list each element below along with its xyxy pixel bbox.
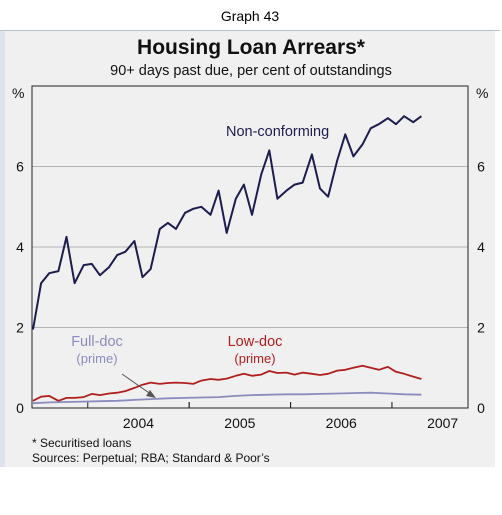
x-tick-label-2005: 2005 bbox=[224, 415, 255, 431]
x-tick-label-2004: 2004 bbox=[123, 415, 154, 431]
y-tick-left-6: 6 bbox=[16, 159, 24, 175]
y-unit-right: % bbox=[476, 85, 488, 101]
full-doc-pointer-line bbox=[121, 373, 153, 396]
y-tick-right-6: 6 bbox=[477, 159, 485, 175]
full-doc-pointer-arrowhead bbox=[146, 390, 156, 398]
y-tick-left-0: 0 bbox=[16, 400, 24, 416]
y-tick-right-2: 2 bbox=[477, 320, 485, 336]
chart-title: Housing Loan Arrears* bbox=[137, 36, 365, 59]
y-tick-left-4: 4 bbox=[16, 239, 24, 255]
y-tick-right-0: 0 bbox=[477, 400, 485, 416]
series-line-full-doc bbox=[32, 391, 422, 405]
series-label-low-doc-sub: (prime) bbox=[234, 351, 275, 366]
series-label-non-conforming: Non-conforming bbox=[226, 124, 329, 140]
series-label-full-doc-sub: (prime) bbox=[76, 351, 117, 366]
series-lines bbox=[32, 115, 422, 405]
axis-ticks bbox=[87, 402, 393, 408]
y-tick-right-4: 4 bbox=[477, 239, 485, 255]
footnote: * Securitised loans bbox=[32, 436, 132, 450]
series-label-low-doc: Low-doc bbox=[228, 334, 283, 350]
plot-frame bbox=[31, 85, 469, 409]
axis-labels: 0 0 2 2 4 4 6 6 2004 2005 2006 2007 bbox=[16, 159, 485, 432]
series-label-full-doc: Full-doc bbox=[71, 334, 123, 350]
gridlines bbox=[32, 166, 468, 328]
chart-subtitle: 90+ days past due, per cent of outstandi… bbox=[110, 63, 392, 79]
y-tick-left-2: 2 bbox=[16, 320, 24, 336]
series-line-low-doc bbox=[32, 364, 422, 402]
graph-number-label: Graph 43 bbox=[0, 0, 500, 31]
series-line-non-conforming bbox=[32, 115, 422, 330]
x-tick-label-2006: 2006 bbox=[326, 415, 357, 431]
y-unit-left: % bbox=[12, 85, 24, 101]
x-tick-label-2007: 2007 bbox=[427, 415, 458, 431]
window-edge bbox=[0, 31, 5, 467]
sources-note: Sources: Perpetual; RBA; Standard & Poor… bbox=[32, 451, 270, 465]
